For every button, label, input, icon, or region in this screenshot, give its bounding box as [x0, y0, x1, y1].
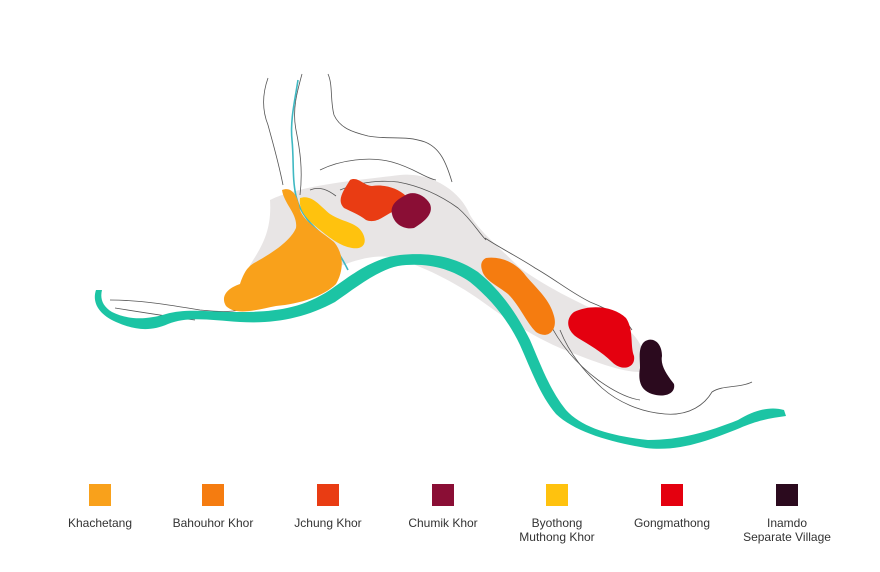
legend-swatch: [202, 484, 224, 506]
contour-lines: [109, 73, 753, 415]
bahouhor-area: [481, 257, 555, 335]
legend-label: Jchung Khor: [294, 516, 362, 530]
legend-swatch: [661, 484, 683, 506]
legend-item: Jchung Khor: [258, 484, 398, 530]
legend-item: Byothong Muthong Khor: [487, 484, 627, 544]
legend-label: Byothong Muthong Khor: [519, 516, 595, 544]
legend-item: Khachetang: [30, 484, 170, 530]
jchung-area: [340, 179, 408, 222]
gongmathong-area: [568, 307, 635, 368]
legend-swatch: [432, 484, 454, 506]
river: [94, 254, 786, 449]
legend-label: Bahouhor Khor: [172, 516, 254, 530]
legend-swatch: [546, 484, 568, 506]
legend-label: Inamdo Separate Village: [743, 516, 831, 544]
legend-label: Khachetang: [67, 516, 133, 530]
legend-label: Chumik Khor: [408, 516, 478, 530]
legend-item: Chumik Khor: [373, 484, 513, 530]
legend-item: Bahouhor Khor: [143, 484, 283, 530]
legend-swatch: [317, 484, 339, 506]
inamdo-area: [639, 339, 675, 396]
byothong-area: [299, 197, 365, 249]
legend-swatch: [89, 484, 111, 506]
legend-swatch: [776, 484, 798, 506]
legend-label: Gongmathong: [633, 516, 711, 530]
legend-item: Inamdo Separate Village: [717, 484, 857, 544]
chumik-area: [391, 193, 431, 229]
legend-item: Gongmathong: [602, 484, 742, 530]
khachetang-area: [223, 189, 342, 312]
